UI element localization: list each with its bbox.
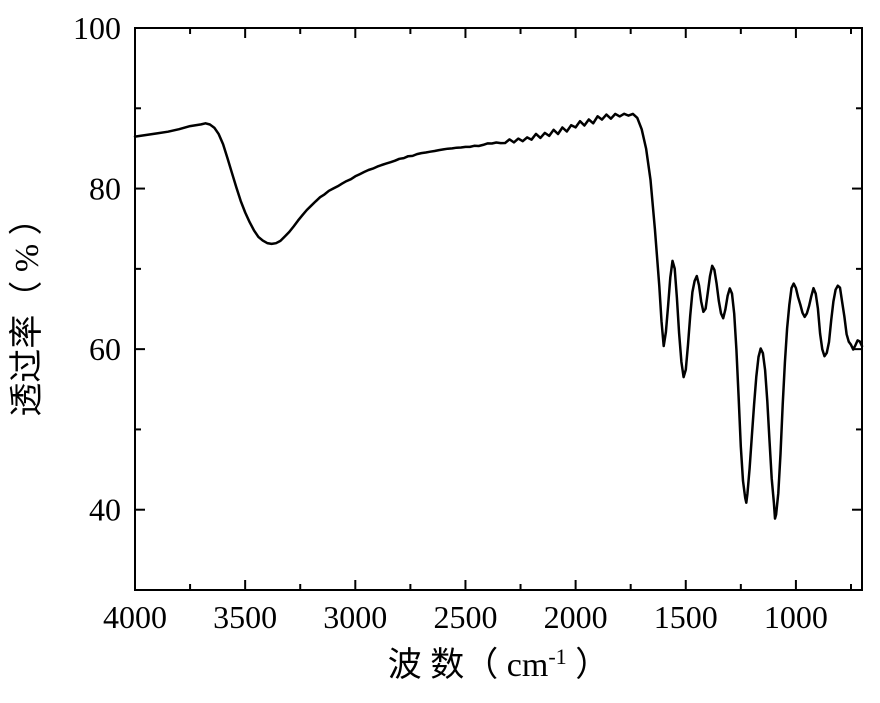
y-tick-label: 80	[89, 171, 121, 207]
x-axis-label: 波 数（ cm-1 ）	[388, 644, 609, 685]
x-tick-label: 1000	[764, 599, 828, 635]
x-tick-label: 3000	[323, 599, 387, 635]
x-tick-label: 2500	[433, 599, 497, 635]
spectrum-line	[135, 114, 862, 519]
y-axis-label: 透过率（ % ）	[8, 201, 46, 416]
x-tick-label: 3500	[213, 599, 277, 635]
x-tick-label: 1500	[654, 599, 718, 635]
y-tick-label: 40	[89, 492, 121, 528]
y-tick-label: 100	[73, 10, 121, 46]
x-tick-label: 4000	[103, 599, 167, 635]
chart-svg: 4000 3500 3000 2500 2000 1500 1000 40 60 80 100 波 数…	[0, 0, 880, 703]
y-tick-label: 60	[89, 331, 121, 367]
ir-spectrum-chart: 4000 3500 3000 2500 2000 1500 1000 40 60 80 100 波 数…	[0, 0, 880, 703]
x-tick-label: 2000	[544, 599, 608, 635]
